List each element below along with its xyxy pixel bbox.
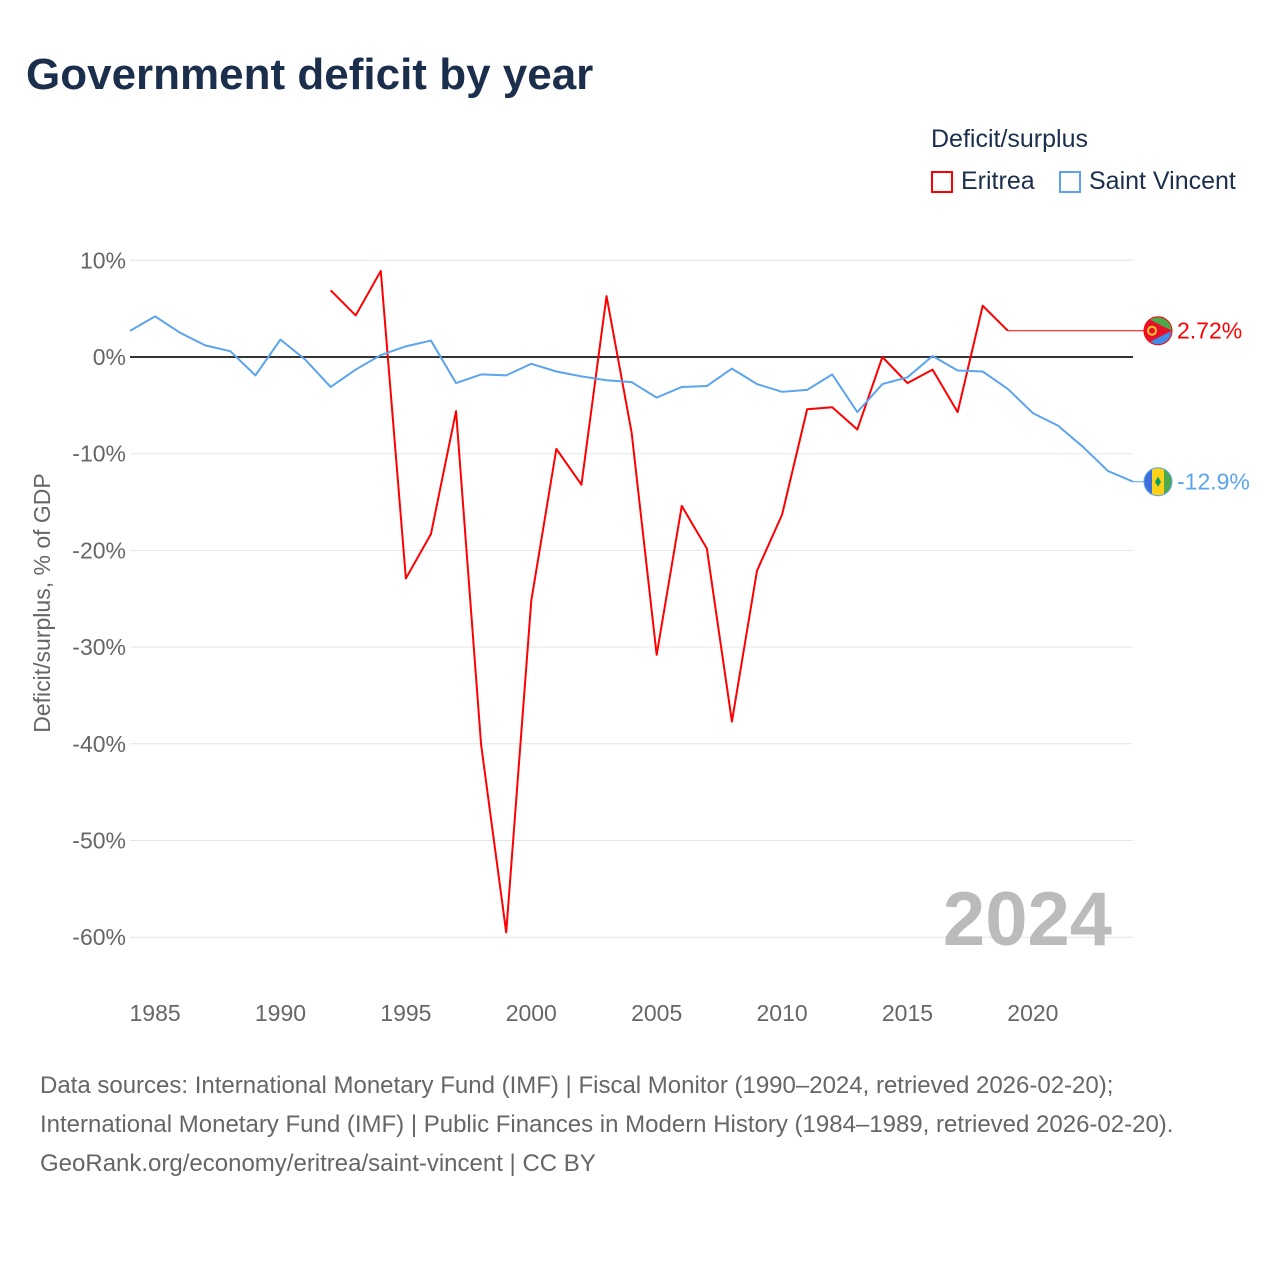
flag-body [1144, 316, 1172, 345]
series-line-eritrea [329, 269, 1009, 934]
end-label-eritrea: 2.72% [1177, 318, 1242, 344]
legend-swatch-saint-vincent [1059, 170, 1081, 193]
flag-red [1144, 316, 1172, 345]
page-title: Government deficit by year [26, 50, 594, 99]
y-tick-label: -50% [72, 828, 126, 854]
y-tick-label: -40% [72, 731, 126, 757]
legend-swatch-eritrea [931, 170, 953, 193]
source-note: Data sources: International Monetary Fun… [40, 1066, 1240, 1183]
data-sources: Data sources: International Monetary Fun… [40, 1072, 1174, 1138]
y-tick-label: -10% [72, 441, 126, 467]
flag-diamonds [1155, 476, 1161, 487]
x-tick-label: 2020 [1007, 1000, 1058, 1026]
legend-item-eritrea[interactable]: Eritrea [931, 167, 1035, 196]
y-tick-label: -60% [72, 924, 126, 950]
legend-label: Saint Vincent [1089, 167, 1236, 195]
legend-label: Eritrea [961, 167, 1035, 195]
flag-body [1144, 467, 1172, 496]
y-tick-label: -30% [72, 634, 126, 660]
year-watermark: 2024 [943, 877, 1112, 962]
line-chart: 10% 0% -10% -20% -30% -40% -50% -60% 1985 1990 199… [29, 247, 1250, 1026]
x-tick-label: 1985 [129, 1000, 180, 1026]
x-tick-label: 1990 [255, 1000, 306, 1026]
flag-icon-eritrea [1143, 316, 1173, 346]
end-label-saint-vincent: -12.9% [1177, 469, 1250, 495]
x-tick-label: 1995 [380, 1000, 431, 1026]
x-tick-label: 2005 [631, 1000, 682, 1026]
y-tick-label: -20% [72, 537, 126, 563]
y-tick-label: 0% [93, 344, 126, 370]
x-tick-label: 2010 [756, 1000, 807, 1026]
legend-title: Deficit/surplus [931, 125, 1088, 153]
source-link[interactable]: GeoRank.org/economy/eritrea/saint-vincen… [40, 1150, 596, 1177]
flag-icon-saint-vincent [1143, 467, 1173, 497]
flag-ring [1143, 316, 1173, 346]
legend-item-saint-vincent[interactable]: Saint Vincent [1059, 167, 1236, 196]
flag-emblem [1147, 325, 1157, 336]
flag-green [1164, 467, 1172, 496]
y-tick-label: 10% [80, 247, 126, 273]
x-tick-label: 2015 [882, 1000, 933, 1026]
flag-ring [1143, 467, 1173, 497]
series-line-saint-vincent [129, 315, 1134, 483]
flag-blue [1144, 467, 1152, 496]
y-axis-label: Deficit/surplus, % of GDP [29, 473, 55, 732]
x-tick-label: 2000 [506, 1000, 557, 1026]
